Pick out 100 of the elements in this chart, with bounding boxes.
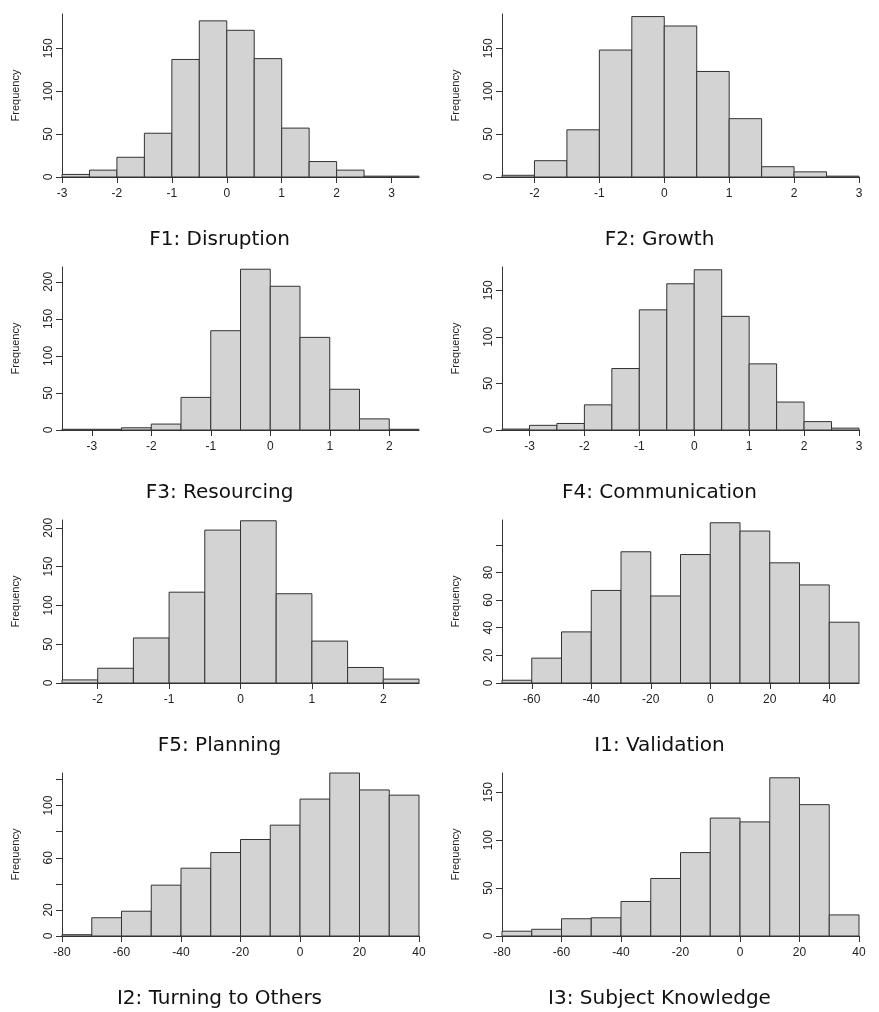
text: F4: Communication bbox=[561, 479, 757, 503]
y-tick-label: 150 bbox=[41, 37, 55, 59]
x-tick-label: -2 bbox=[92, 692, 104, 706]
y-tick-label: 50 bbox=[480, 127, 495, 141]
x-tick-label: 2 bbox=[790, 186, 798, 200]
y-axis-title: Frequency bbox=[448, 322, 460, 375]
y-tick-label: 60 bbox=[480, 593, 495, 607]
x-tick-label: 0 bbox=[660, 186, 668, 200]
y-tick-label: 50 bbox=[480, 376, 495, 391]
y-tick-label: 100 bbox=[480, 80, 495, 102]
x-tick-label: -20 bbox=[231, 945, 250, 959]
x-tick-label: 2 bbox=[800, 439, 808, 453]
text: F3: Resourcing bbox=[145, 479, 294, 503]
y-axis-title: Frequency bbox=[8, 69, 21, 122]
text: I3: Subject Knowledge bbox=[547, 985, 771, 1009]
x-tick-label: -40 bbox=[172, 945, 190, 959]
x-tick-label: -40 bbox=[582, 692, 600, 706]
y-tick-label: 150 bbox=[480, 781, 495, 803]
text: I2: Turning to Others bbox=[116, 985, 323, 1009]
x-tick-label: -20 bbox=[641, 692, 660, 706]
y-tick-label: 50 bbox=[41, 385, 55, 400]
y-tick-label: 200 bbox=[41, 271, 55, 292]
y-tick-label: 20 bbox=[41, 902, 55, 917]
y-axis-title: Frequency bbox=[8, 575, 21, 628]
x-tick-label: 2 bbox=[379, 692, 387, 706]
x-tick-label: -80 bbox=[492, 945, 511, 959]
x-tick-label: -2 bbox=[111, 186, 123, 200]
y-axis-title: Frequency bbox=[448, 69, 460, 122]
x-tick-label: 1 bbox=[278, 186, 286, 200]
x-tick-label: 2 bbox=[385, 439, 393, 453]
x-tick-label: -40 bbox=[611, 945, 630, 959]
y-tick-label: 20 bbox=[480, 648, 495, 663]
y-tick-label: 100 bbox=[41, 595, 55, 616]
y-axis-title: Frequency bbox=[448, 575, 460, 628]
x-tick-label: 0 bbox=[223, 186, 231, 200]
x-tick-label: 3 bbox=[388, 186, 396, 200]
y-tick-label: 50 bbox=[41, 127, 55, 141]
y-tick-label: 80 bbox=[480, 565, 495, 580]
x-tick-label: -1 bbox=[205, 439, 217, 453]
x-tick-label: 3 bbox=[855, 439, 863, 453]
x-tick-label: -3 bbox=[86, 439, 98, 453]
y-tick-label: 0 bbox=[480, 679, 495, 687]
y-axis-title: Frequency bbox=[8, 828, 21, 881]
x-tick-label: -2 bbox=[528, 186, 540, 200]
y-axis-title: Frequency bbox=[8, 322, 21, 375]
y-tick-label: 40 bbox=[480, 620, 495, 635]
y-tick-label: 150 bbox=[480, 37, 495, 59]
y-tick-label: 60 bbox=[41, 850, 55, 865]
x-tick-label: 20 bbox=[352, 945, 367, 959]
text: F5: Planning bbox=[157, 732, 282, 756]
text: F2: Growth bbox=[604, 226, 714, 250]
y-tick-label: 200 bbox=[41, 517, 55, 538]
y-tick-label: 50 bbox=[41, 637, 55, 651]
x-tick-label: -20 bbox=[671, 945, 689, 959]
x-tick-label: 0 bbox=[266, 439, 274, 453]
y-tick-label: 100 bbox=[480, 829, 495, 851]
x-tick-label: -1 bbox=[163, 692, 175, 706]
y-tick-label: 0 bbox=[41, 932, 55, 940]
y-tick-label: 100 bbox=[41, 795, 55, 816]
x-tick-label: -2 bbox=[578, 439, 590, 453]
x-tick-label: -60 bbox=[112, 945, 131, 959]
x-tick-label: -3 bbox=[523, 439, 535, 453]
x-tick-label: -80 bbox=[53, 945, 71, 959]
y-tick-label: 0 bbox=[480, 426, 495, 434]
x-tick-label: -3 bbox=[56, 186, 68, 200]
x-tick-label: 0 bbox=[237, 692, 245, 706]
x-tick-label: 40 bbox=[851, 945, 866, 959]
x-tick-label: 0 bbox=[736, 945, 744, 959]
y-tick-label: 100 bbox=[41, 80, 55, 102]
x-tick-label: -60 bbox=[522, 692, 541, 706]
x-tick-label: 20 bbox=[792, 945, 806, 959]
text: I1: Validation bbox=[593, 732, 725, 756]
y-tick-label: 0 bbox=[480, 932, 495, 940]
x-tick-label: -1 bbox=[593, 186, 605, 200]
x-tick-label: 1 bbox=[725, 186, 733, 200]
x-tick-label: 0 bbox=[296, 945, 304, 959]
x-tick-label: 0 bbox=[706, 692, 714, 706]
x-tick-label: -1 bbox=[166, 186, 178, 200]
y-tick-label: 50 bbox=[480, 881, 495, 895]
x-tick-label: -1 bbox=[633, 439, 645, 453]
y-tick-label: 0 bbox=[480, 173, 495, 181]
text: F1: Disruption bbox=[149, 226, 290, 250]
y-tick-label: 150 bbox=[480, 279, 495, 301]
x-tick-label: 40 bbox=[822, 692, 836, 706]
y-tick-label: 0 bbox=[41, 426, 55, 434]
x-tick-label: -60 bbox=[552, 945, 570, 959]
x-tick-label: 20 bbox=[762, 692, 777, 706]
x-tick-label: 2 bbox=[333, 186, 341, 200]
y-tick-label: 100 bbox=[480, 326, 495, 347]
y-tick-label: 0 bbox=[41, 173, 55, 181]
x-tick-label: 40 bbox=[412, 945, 426, 959]
x-tick-label: 3 bbox=[855, 186, 863, 200]
x-tick-label: -2 bbox=[145, 439, 157, 453]
y-tick-label: 150 bbox=[41, 556, 55, 577]
x-tick-label: 1 bbox=[326, 439, 334, 453]
y-axis-title: Frequency bbox=[448, 828, 460, 881]
x-tick-label: 0 bbox=[690, 439, 698, 453]
y-tick-label: 0 bbox=[41, 679, 55, 687]
y-tick-label: 150 bbox=[41, 308, 55, 329]
x-tick-label: 1 bbox=[308, 692, 316, 706]
